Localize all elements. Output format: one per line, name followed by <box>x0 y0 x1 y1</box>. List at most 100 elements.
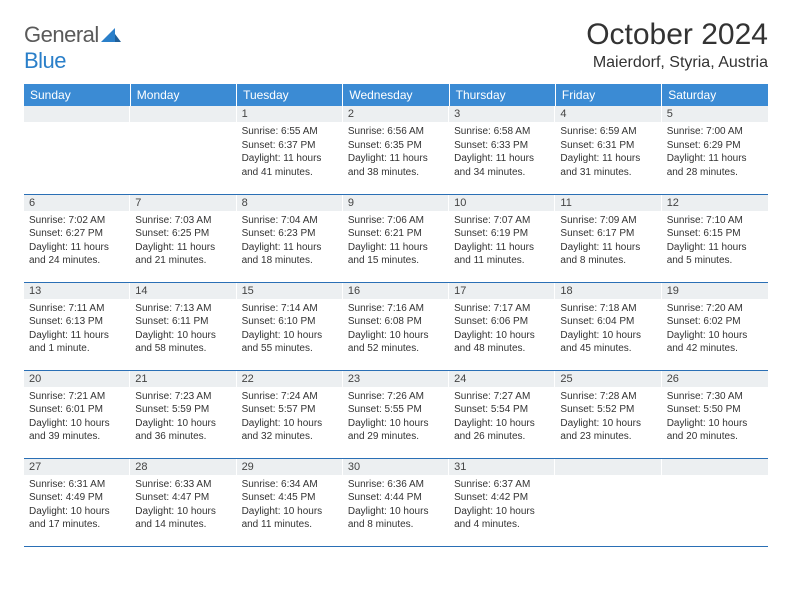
logo-sail-icon <box>101 22 121 48</box>
day-number: 25 <box>555 371 661 387</box>
calendar-week-row: 13Sunrise: 7:11 AMSunset: 6:13 PMDayligh… <box>24 282 768 370</box>
day-body: Sunrise: 7:21 AMSunset: 6:01 PMDaylight:… <box>24 387 130 447</box>
day-body: Sunrise: 7:20 AMSunset: 6:02 PMDaylight:… <box>662 299 768 359</box>
weekday-header: Friday <box>555 84 661 106</box>
calendar-week-row: 6 Sunrise: 7:02 AMSunset: 6:27 PM Daylight… <box>24 194 768 282</box>
day-body: Sunrise: 6:37 AMSunset: 4:42 PMDaylight:… <box>449 475 555 535</box>
sunset-text: Sunset: 4:49 PM <box>29 491 125 505</box>
calendar-day-cell: 15Sunrise: 7:14 AMSunset: 6:10 PMDayligh… <box>237 282 343 370</box>
sunset-text: Sunset: 6:17 PM <box>560 227 656 241</box>
sunrise-text: Sunrise: 7:03 AM <box>135 214 231 228</box>
calendar-day-cell <box>662 458 768 546</box>
day-number: 30 <box>343 459 449 475</box>
day-number: 15 <box>237 283 343 299</box>
sunrise-text: Sunrise: 7:07 AM <box>454 214 550 228</box>
daylight-text: Daylight: 11 hours and 38 minutes. <box>348 152 444 179</box>
day-number: 9 <box>343 195 449 211</box>
sunrise-text: Sunrise: 7:18 AM <box>560 302 656 316</box>
weekday-header: Monday <box>130 84 236 106</box>
calendar-day-cell <box>24 106 130 194</box>
calendar-day-cell: 3Sunrise: 6:58 AMSunset: 6:33 PMDaylight… <box>449 106 555 194</box>
daylight-text: Daylight: 11 hours and 8 minutes. <box>560 241 656 268</box>
sunrise-text: Sunrise: 7:17 AM <box>454 302 550 316</box>
sunset-text: Sunset: 6:02 PM <box>667 315 763 329</box>
calendar-day-cell <box>555 458 661 546</box>
sunrise-text: Sunrise: 6:58 AM <box>454 125 550 139</box>
calendar-day-cell <box>130 106 236 194</box>
day-body: Sunrise: 6:31 AMSunset: 4:49 PMDaylight:… <box>24 475 130 535</box>
sunrise-text: Sunrise: 7:06 AM <box>348 214 444 228</box>
daylight-text: Daylight: 10 hours and 42 minutes. <box>667 329 763 356</box>
sunset-text: Sunset: 5:55 PM <box>348 403 444 417</box>
day-number: 8 <box>237 195 343 211</box>
weekday-header: Saturday <box>662 84 768 106</box>
day-number: 21 <box>130 371 236 387</box>
daylight-text: Daylight: 10 hours and 45 minutes. <box>560 329 656 356</box>
daylight-text: Daylight: 11 hours and 21 minutes. <box>135 241 231 268</box>
weekday-header: Tuesday <box>237 84 343 106</box>
day-number: 11 <box>555 195 661 211</box>
sunset-text: Sunset: 4:47 PM <box>135 491 231 505</box>
day-body: Sunrise: 7:18 AMSunset: 6:04 PMDaylight:… <box>555 299 661 359</box>
calendar-day-cell: 23Sunrise: 7:26 AMSunset: 5:55 PMDayligh… <box>343 370 449 458</box>
calendar-day-cell: 18Sunrise: 7:18 AMSunset: 6:04 PMDayligh… <box>555 282 661 370</box>
day-number: 19 <box>662 283 768 299</box>
day-number: 28 <box>130 459 236 475</box>
day-number <box>24 106 130 122</box>
logo-text: GeneralBlue <box>24 22 121 74</box>
sunset-text: Sunset: 6:06 PM <box>454 315 550 329</box>
day-body: Sunrise: 7:24 AMSunset: 5:57 PMDaylight:… <box>237 387 343 447</box>
sunrise-text: Sunrise: 6:34 AM <box>242 478 338 492</box>
calendar-day-cell: 31Sunrise: 6:37 AMSunset: 4:42 PMDayligh… <box>449 458 555 546</box>
day-number: 13 <box>24 283 130 299</box>
day-number: 17 <box>449 283 555 299</box>
day-body: Sunrise: 7:17 AMSunset: 6:06 PMDaylight:… <box>449 299 555 359</box>
sunset-text: Sunset: 5:57 PM <box>242 403 338 417</box>
calendar-week-row: 27Sunrise: 6:31 AMSunset: 4:49 PMDayligh… <box>24 458 768 546</box>
calendar-day-cell: 27Sunrise: 6:31 AMSunset: 4:49 PMDayligh… <box>24 458 130 546</box>
daylight-text: Daylight: 11 hours and 41 minutes. <box>242 152 338 179</box>
daylight-text: Daylight: 10 hours and 26 minutes. <box>454 417 550 444</box>
sunset-text: Sunset: 6:31 PM <box>560 139 656 153</box>
sunset-text: Sunset: 6:19 PM <box>454 227 550 241</box>
daylight-text: Daylight: 11 hours and 31 minutes. <box>560 152 656 179</box>
sunrise-text: Sunrise: 7:04 AM <box>242 214 338 228</box>
calendar-body: 1Sunrise: 6:55 AMSunset: 6:37 PMDaylight… <box>24 106 768 546</box>
calendar-day-cell: 16Sunrise: 7:16 AMSunset: 6:08 PMDayligh… <box>343 282 449 370</box>
sunrise-text: Sunrise: 7:14 AM <box>242 302 338 316</box>
sunrise-text: Sunrise: 6:31 AM <box>29 478 125 492</box>
day-number <box>662 459 768 475</box>
sunrise-text: Sunrise: 7:26 AM <box>348 390 444 404</box>
page-header: GeneralBlue October 2024 Maierdorf, Styr… <box>24 18 768 74</box>
day-body <box>130 122 236 128</box>
sunrise-text: Sunrise: 7:21 AM <box>29 390 125 404</box>
day-body: Sunrise: 6:34 AMSunset: 4:45 PMDaylight:… <box>237 475 343 535</box>
sunset-text: Sunset: 6:27 PM <box>29 227 125 241</box>
day-body: Sunrise: 7:09 AMSunset: 6:17 PMDaylight:… <box>555 211 661 271</box>
month-title: October 2024 <box>586 18 768 52</box>
sunset-text: Sunset: 6:33 PM <box>454 139 550 153</box>
sunset-text: Sunset: 6:25 PM <box>135 227 231 241</box>
sunset-text: Sunset: 6:11 PM <box>135 315 231 329</box>
calendar-day-cell: 24Sunrise: 7:27 AMSunset: 5:54 PMDayligh… <box>449 370 555 458</box>
calendar-page: GeneralBlue October 2024 Maierdorf, Styr… <box>0 0 792 557</box>
calendar-day-cell: 30Sunrise: 6:36 AMSunset: 4:44 PMDayligh… <box>343 458 449 546</box>
day-number: 6 <box>24 195 130 211</box>
sunrise-text: Sunrise: 7:02 AM <box>29 214 125 228</box>
day-body: Sunrise: 7:28 AMSunset: 5:52 PMDaylight:… <box>555 387 661 447</box>
calendar-day-cell: 10Sunrise: 7:07 AMSunset: 6:19 PMDayligh… <box>449 194 555 282</box>
sunset-text: Sunset: 6:29 PM <box>667 139 763 153</box>
day-body: Sunrise: 6:55 AMSunset: 6:37 PMDaylight:… <box>237 122 343 182</box>
calendar-day-cell: 20Sunrise: 7:21 AMSunset: 6:01 PMDayligh… <box>24 370 130 458</box>
calendar-day-cell: 5Sunrise: 7:00 AMSunset: 6:29 PMDaylight… <box>662 106 768 194</box>
day-body: Sunrise: 7:30 AMSunset: 5:50 PMDaylight:… <box>662 387 768 447</box>
sunset-text: Sunset: 5:52 PM <box>560 403 656 417</box>
sunset-text: Sunset: 6:23 PM <box>242 227 338 241</box>
sunrise-text: Sunrise: 7:11 AM <box>29 302 125 316</box>
sunset-text: Sunset: 6:21 PM <box>348 227 444 241</box>
daylight-text: Daylight: 10 hours and 11 minutes. <box>242 505 338 532</box>
daylight-text: Daylight: 11 hours and 15 minutes. <box>348 241 444 268</box>
day-number: 26 <box>662 371 768 387</box>
sunrise-text: Sunrise: 7:28 AM <box>560 390 656 404</box>
sunset-text: Sunset: 5:54 PM <box>454 403 550 417</box>
